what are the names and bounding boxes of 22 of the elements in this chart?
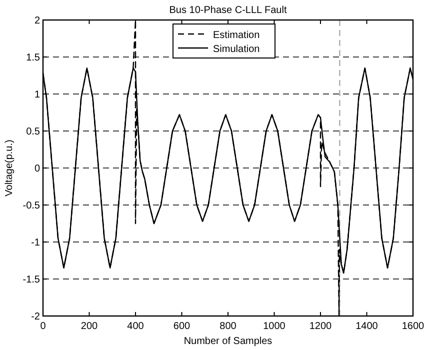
y-tick-label: 2 [34, 16, 40, 26]
y-tick-label: 0 [34, 164, 40, 174]
x-axis-title: Number of Samples [184, 336, 272, 347]
x-tick-label: 600 [173, 321, 191, 332]
y-tick-label: 0.5 [26, 126, 40, 138]
legend-label: Estimation [213, 30, 260, 41]
y-tick-label: 1 [34, 90, 40, 100]
y-tick-label: -0.5 [22, 200, 40, 212]
y-tick-label: 1.5 [26, 52, 40, 64]
y-axis-title: Voltage(p.u.) [4, 140, 15, 196]
y-tick-label: -1 [31, 238, 40, 248]
x-tick-label: 1200 [309, 321, 332, 332]
x-tick-label: 200 [80, 321, 98, 332]
x-tick-label: 400 [127, 321, 144, 332]
x-tick-label: 1600 [402, 321, 425, 332]
x-tick-label: 1400 [356, 321, 378, 332]
y-tick-label: -2 [31, 312, 40, 322]
x-tick-label: 1000 [263, 321, 286, 332]
x-tick-label: 800 [220, 321, 237, 332]
y-tick-label: -1.5 [22, 274, 40, 286]
chart-title: Bus 10-Phase C-LLL Fault [169, 5, 287, 16]
legend-label: Simulation [213, 44, 260, 55]
